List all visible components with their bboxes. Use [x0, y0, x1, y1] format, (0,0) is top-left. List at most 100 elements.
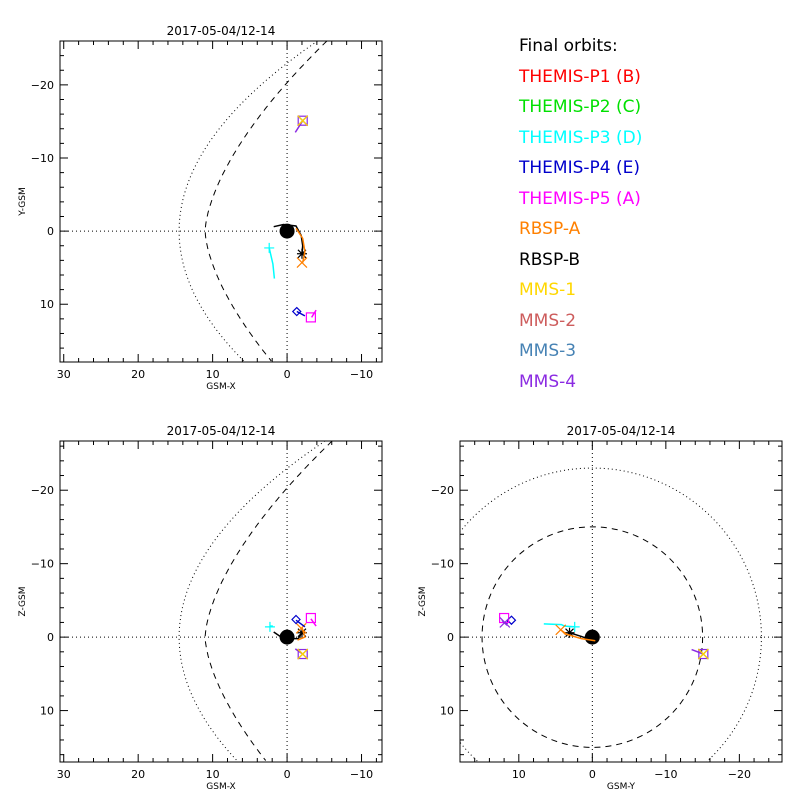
legend: Final orbits: THEMIS-P1 (B) THEMIS-P2 (C)…: [519, 31, 642, 397]
y-tick-label: −10: [31, 152, 54, 165]
x-marker: [499, 617, 511, 628]
legend-entry: RBSP-A: [519, 219, 581, 239]
x-tick-label: 10: [512, 768, 526, 781]
plot-area: [60, 41, 382, 362]
plot-title: 2017-05-04/12-14: [567, 424, 676, 438]
y-axis-label: Z-GSM: [18, 586, 28, 616]
bow-shock-curve: [178, 441, 326, 761]
bow-shock-circle: [460, 467, 762, 762]
orbit-track: [273, 223, 304, 254]
x-tick-label: 0: [284, 368, 291, 381]
x-tick-label: −10: [350, 368, 373, 381]
bow-shock-curve: [178, 41, 318, 362]
orbit-track: [295, 227, 306, 263]
magnetopause-circle: [481, 526, 704, 748]
orbit-track: [543, 623, 575, 628]
legend-entry: THEMIS-P5 (A): [519, 188, 641, 209]
x-tick-label: −20: [728, 768, 751, 781]
ticks: [60, 441, 382, 762]
square-marker: [698, 648, 709, 660]
diamond-marker: [291, 614, 301, 625]
plot-area: [460, 441, 782, 762]
x-axis-label: GSM-Y: [607, 782, 636, 792]
legend-entry: RBSP-B: [519, 249, 581, 270]
plus-marker: [569, 621, 580, 632]
y-tick-label: 0: [47, 225, 54, 238]
legend-title: Final orbits:: [519, 36, 618, 56]
earth-marker: [279, 629, 295, 645]
y-tick-label: 10: [440, 705, 454, 718]
x-tick-label: 10: [206, 368, 220, 381]
earth-marker: [584, 629, 600, 645]
x-tick-label: 30: [57, 368, 71, 381]
y-tick-label: 10: [40, 298, 54, 311]
plot-frame: [459, 440, 783, 763]
plot-area: [60, 441, 382, 762]
y-tick-label: 0: [47, 631, 54, 644]
y-tick-label: 0: [447, 631, 454, 644]
plot-title: 2017-05-04/12-14: [167, 24, 276, 38]
orbit-track: [296, 310, 306, 317]
orbit-track: [569, 631, 590, 641]
y-tick-label: −10: [431, 558, 454, 571]
magnetopause-curve: [204, 41, 328, 362]
ticks: [60, 40, 382, 362]
y-axis-label: Z-GSM: [418, 586, 428, 616]
asterisk-marker: [296, 627, 307, 638]
square-marker: [305, 612, 316, 624]
x-tick-label: 30: [57, 768, 71, 781]
x-axis-label: GSM-X: [206, 782, 235, 792]
ticks: [459, 441, 782, 762]
asterisk-marker: [296, 248, 307, 259]
orbit-track: [691, 648, 704, 655]
y-tick-label: −10: [31, 558, 54, 571]
magnetopause-curve: [204, 441, 333, 761]
panel-bottom-right: 10 0 −10 −20 10 0 −10 −20 2017-05-04/12-14 GSM-Y Z…: [418, 424, 783, 792]
x-tick-label: −10: [654, 768, 677, 781]
legend-entry: MMS-1: [519, 280, 577, 300]
x-tick-label: 10: [206, 768, 220, 781]
square-marker: [297, 648, 308, 660]
y-tick-label: −20: [431, 484, 454, 497]
y-tick-label: −20: [31, 484, 54, 497]
x-marker: [697, 648, 709, 660]
y-axis-label: Y-GSM: [18, 187, 28, 216]
panel-bottom-left: 30 20 10 0 −10 10 0 −10 −20 2017-05-04/12-14 GSM-X…: [18, 424, 383, 792]
plot-title: 2017-05-04/12-14: [167, 424, 276, 438]
plus-marker: [264, 242, 275, 253]
orbit-track: [295, 619, 306, 628]
x-axis-label: GSM-X: [206, 382, 235, 392]
y-tick-label: 10: [40, 705, 54, 718]
legend-entry: THEMIS-P4 (E): [519, 158, 640, 178]
x-marker: [295, 622, 307, 634]
x-marker: [296, 257, 308, 268]
legend-entry: MMS-3: [519, 341, 577, 361]
earth-marker: [279, 223, 295, 239]
orbit-track: [310, 309, 317, 318]
panel-top-left: 30 20 10 0 −10 −20 −10 0 10 2017-05-04/12-14 GSM-X…: [18, 24, 383, 392]
x-tick-label: −10: [350, 768, 373, 781]
legend-entry: MMS-2: [519, 310, 577, 331]
x-tick-label: 20: [131, 768, 145, 781]
asterisk-marker: [564, 627, 575, 638]
orbit-track: [273, 631, 303, 640]
plot-frame: [59, 40, 383, 363]
x-tick-label: 20: [131, 368, 145, 381]
x-marker: [555, 624, 567, 636]
plot-frame: [59, 440, 383, 763]
x-tick-label: 0: [589, 768, 596, 781]
legend-entries: THEMIS-P1 (B) THEMIS-P2 (C) THEMIS-P3 (D) T…: [519, 62, 642, 398]
orbit-track: [268, 247, 276, 279]
legend-entry: THEMIS-P3 (D): [519, 127, 643, 148]
square-marker: [297, 115, 308, 126]
x-tick-label: 0: [284, 768, 291, 781]
plus-marker: [264, 621, 275, 632]
diamond-marker: [291, 306, 302, 317]
square-marker: [305, 312, 316, 323]
x-marker: [297, 115, 309, 127]
y-tick-label: −20: [31, 79, 54, 92]
legend-entry: MMS-4: [519, 371, 577, 392]
legend-entry: THEMIS-P1 (B): [519, 66, 641, 87]
x-marker: [297, 648, 309, 660]
